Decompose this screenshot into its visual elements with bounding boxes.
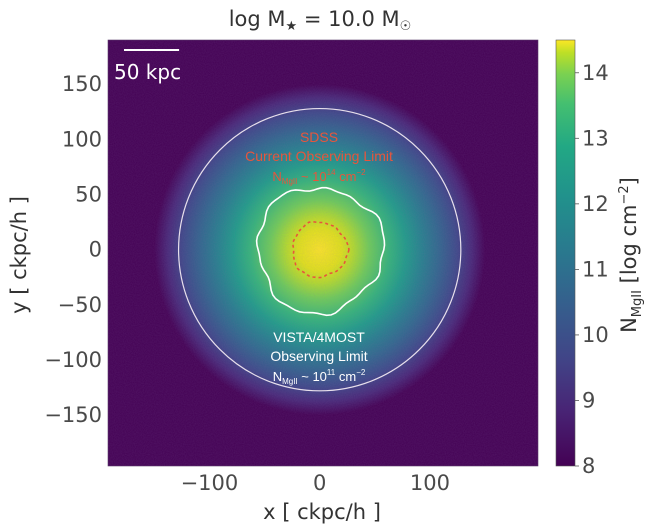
x-axis-label: x [ ckpc/h ] xyxy=(263,500,381,524)
colorbar-tick-label: 9 xyxy=(582,388,595,412)
vista-limit-value: NMgII ~ 1011 cm−2 xyxy=(273,368,366,386)
x-tick-label: −100 xyxy=(181,471,239,495)
colorbar-tick-label: 14 xyxy=(582,61,609,85)
sdss-limit-value: NMgII ~ 1014 cm−2 xyxy=(272,168,366,186)
colorbar-frame xyxy=(555,39,576,467)
scale-bar-label: 50 kpc xyxy=(114,60,181,84)
y-axis: 150 100 50 0 −50 −100 −150 xyxy=(44,72,102,427)
y-tick-label: 50 xyxy=(75,183,102,207)
colorbar-ticks: 8 9 10 11 12 13 14 xyxy=(575,61,609,478)
x-axis: −100 0 100 xyxy=(181,471,450,495)
heatmap-plot xyxy=(108,40,538,466)
colorbar: 8 9 10 11 12 13 14 NMgII [log cm−2] xyxy=(555,39,645,478)
scale-bar: 50 kpc xyxy=(114,49,181,84)
x-tick-label: 0 xyxy=(313,471,326,495)
chart-title: log M★ = 10.0 M☉ xyxy=(229,7,412,34)
y-tick-label: −100 xyxy=(44,348,102,372)
y-tick-label: −150 xyxy=(44,403,102,427)
vista-label: VISTA/4MOST xyxy=(273,329,365,345)
y-tick-label: −50 xyxy=(58,293,102,317)
vista-annotation: VISTA/4MOST Observing Limit NMgII ~ 1011… xyxy=(270,329,367,386)
colorbar-gradient xyxy=(556,40,575,466)
contour-overlay xyxy=(177,107,462,392)
colorbar-tick-label: 13 xyxy=(582,126,609,150)
colorbar-tick-label: 12 xyxy=(582,192,609,216)
y-axis-label: y [ ckpc/h ] xyxy=(7,196,31,314)
y-tick-label: 0 xyxy=(89,238,102,262)
plot-frame xyxy=(107,39,539,467)
contour-11 xyxy=(255,186,386,317)
contour-14 xyxy=(292,220,350,279)
vista-limit-label: Observing Limit xyxy=(270,348,367,364)
y-tick-label: 150 xyxy=(62,72,102,96)
virial-radius-circle xyxy=(177,107,462,392)
x-tick-label: 100 xyxy=(410,471,450,495)
y-tick-label: 100 xyxy=(62,127,102,151)
sdss-annotation: SDSS Current Observing Limit NMgII ~ 101… xyxy=(245,129,393,186)
sdss-limit-label: Current Observing Limit xyxy=(245,148,393,164)
sdss-label: SDSS xyxy=(300,129,338,145)
colorbar-tick-label: 10 xyxy=(582,323,609,347)
noise-texture xyxy=(108,40,538,466)
colorbar-tick-label: 8 xyxy=(582,454,595,478)
colorbar-label: NMgII [log cm−2] xyxy=(617,177,645,333)
colorbar-tick-label: 11 xyxy=(582,257,609,281)
